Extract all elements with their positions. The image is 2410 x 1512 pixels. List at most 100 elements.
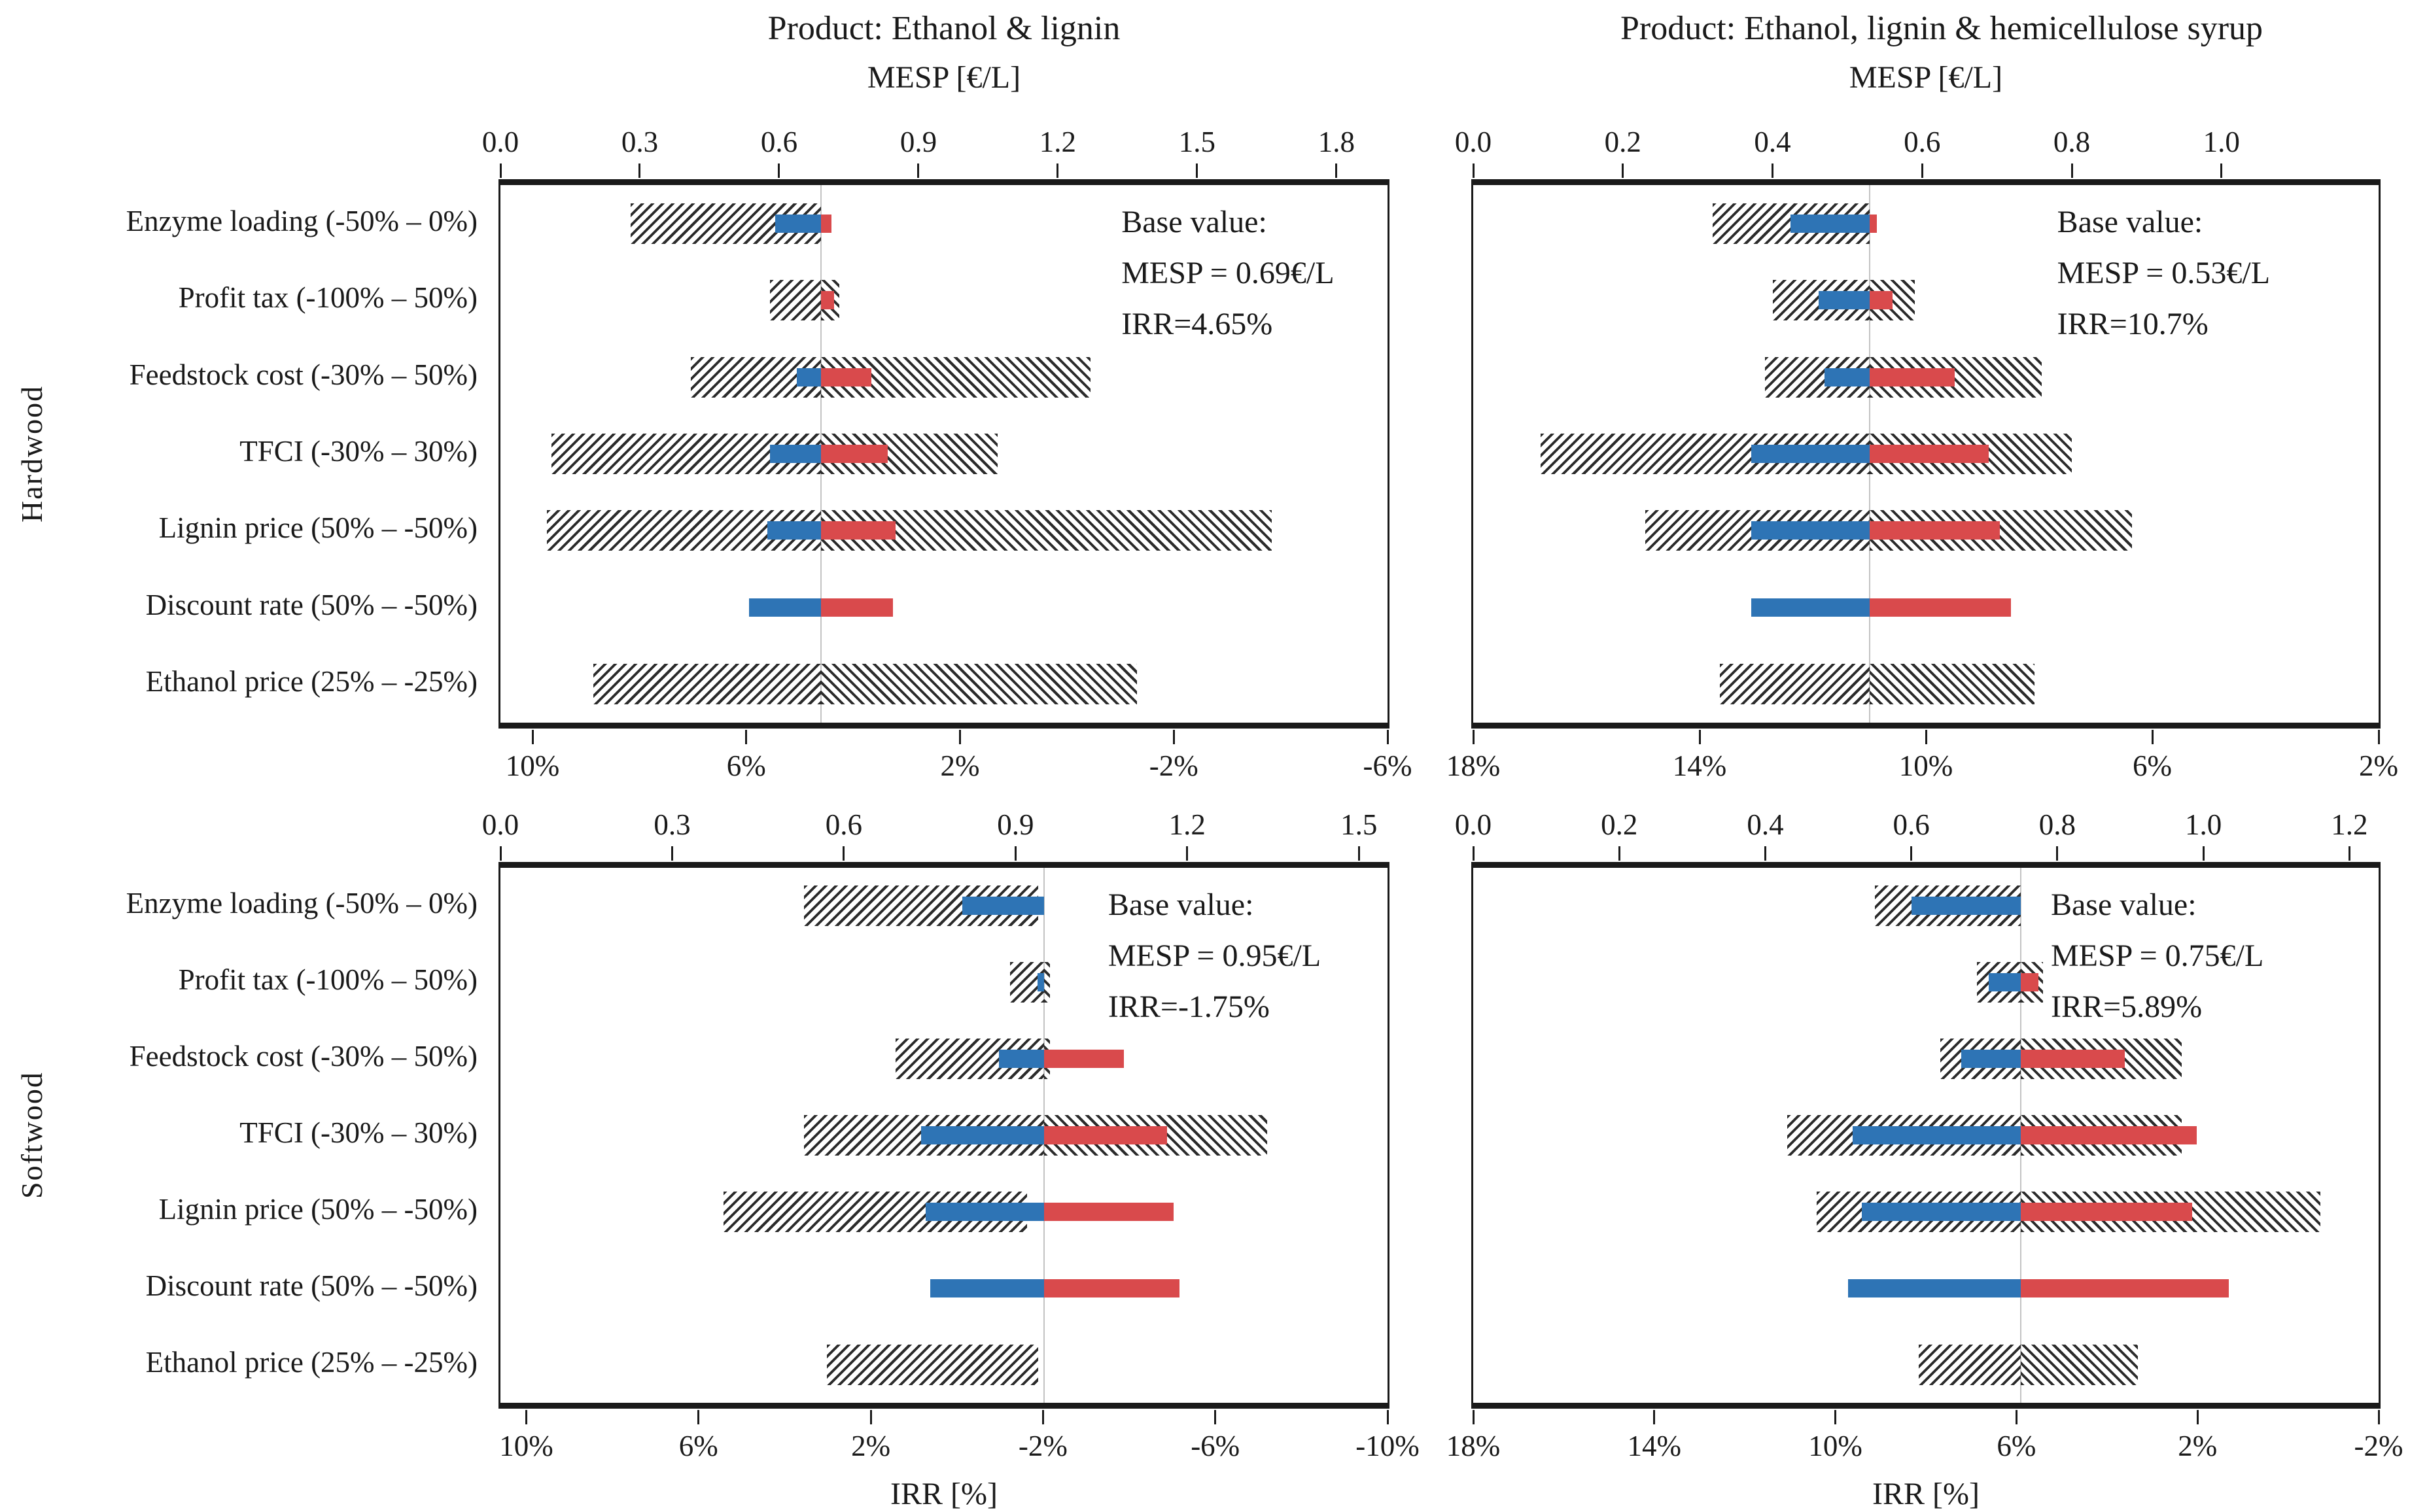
base-value-annotation-line: Base value:: [2057, 205, 2203, 239]
irr-tick-label: 6%: [726, 749, 766, 782]
mesp-tick: [1196, 163, 1198, 178]
mesp-tick: [638, 163, 641, 178]
mesp-tick: [499, 846, 502, 861]
irr-decrease-bar: [1870, 291, 1893, 310]
irr-axis-line: [1471, 1403, 2381, 1409]
mesp-tick: [1618, 846, 1620, 861]
plot-left-border: [498, 185, 500, 723]
mesp-tick: [1921, 163, 1923, 178]
irr-axis-title: IRR [%]: [890, 1477, 998, 1511]
base-value-annotation: Base value: MESP = 0.95€/L IRR=-1.75%: [1108, 880, 1321, 1033]
irr-tick: [1925, 730, 1927, 744]
irr-increase-bar: [1790, 214, 1870, 233]
irr-axis-title: IRR [%]: [1872, 1477, 1980, 1511]
base-value-annotation-line: Base value:: [1108, 887, 1254, 922]
irr-decrease-bar: [1044, 1126, 1167, 1144]
irr-tick-label: 6%: [678, 1430, 718, 1462]
plot-right-border: [1388, 185, 1389, 723]
mesp-tick: [1357, 846, 1360, 861]
irr-decrease-bar: [1044, 1279, 1180, 1297]
irr-decrease-bar: [820, 214, 832, 233]
irr-increase-bar: [1988, 973, 2021, 992]
base-value-annotation-line: IRR=-1.75%: [1108, 989, 1270, 1024]
category-label: Profit tax (-100% – 50%): [178, 281, 478, 315]
mesp-axis-title: MESP [€/L]: [1849, 60, 2003, 95]
mesp-tick-label: 0.4: [1747, 808, 1784, 841]
base-value-annotation-line: Base value:: [1121, 205, 1267, 239]
irr-increase-bar: [1751, 445, 1870, 463]
irr-tick-label: 2%: [940, 749, 980, 782]
irr-tick: [1386, 730, 1389, 744]
irr-tick-label: 10%: [1898, 749, 1953, 782]
mesp-tick: [843, 846, 845, 861]
group-label-softwood: Softwood: [15, 1071, 48, 1199]
base-value-annotation-line: MESP = 0.95€/L: [1108, 938, 1321, 973]
irr-decrease-bar: [820, 598, 894, 617]
mesp-tick: [2202, 846, 2205, 861]
mesp-tick-label: 1.2: [1039, 126, 1077, 158]
mesp-tick-label: 1.8: [1318, 126, 1355, 158]
irr-tick: [1834, 1410, 1837, 1424]
irr-tick: [1041, 1410, 1044, 1424]
irr-tick-label: -2%: [1149, 749, 1198, 782]
irr-tick-label: 2%: [851, 1430, 891, 1462]
irr-increase-bar: [1751, 598, 1870, 617]
plot-right-border: [1388, 868, 1389, 1403]
irr-tick: [869, 1410, 872, 1424]
mesp-increase-hatch-bar: [1870, 664, 2035, 705]
mesp-tick: [1772, 163, 1774, 178]
mesp-tick: [778, 163, 780, 178]
mesp-increase-hatch-bar: [1044, 962, 1050, 1003]
mesp-increase-hatch-bar: [820, 664, 1137, 705]
mesp-tick-label: 0.2: [1601, 808, 1638, 841]
irr-tick: [697, 1410, 700, 1424]
irr-tick: [2151, 730, 2154, 744]
mesp-tick-label: 0.8: [2053, 126, 2091, 158]
irr-tick: [1386, 1410, 1389, 1424]
irr-tick: [2015, 1410, 2017, 1424]
base-value-annotation: Base value: MESP = 0.53€/L IRR=10.7%: [2057, 197, 2270, 350]
mesp-tick: [499, 163, 502, 178]
plot-left-border: [498, 868, 500, 1403]
irr-decrease-bar: [820, 368, 872, 387]
mesp-decrease-hatch-bar: [769, 280, 821, 321]
irr-tick-label: 10%: [499, 1430, 553, 1462]
mesp-tick-label: 0.0: [481, 808, 519, 841]
irr-tick: [1472, 730, 1475, 744]
irr-axis-line: [498, 723, 1389, 729]
plot-right-border: [2379, 868, 2381, 1403]
irr-decrease-bar: [2021, 1050, 2125, 1069]
chart-hardwood-ethanol-lignin: 0.0 0.3 0.6 0.9 1.2 1.5 1.8 MESP [€/L] 10% 6% 2% -2…: [126, 60, 1412, 782]
mesp-tick: [1472, 846, 1475, 861]
mesp-tick: [1910, 846, 1913, 861]
chart-softwood-ethanol-lignin-hemicellulose-syrup: 0.0 0.2 0.4 0.6 0.8 1.0 1.2 18% 14% 10% 6% 2% -2% IRR…: [1446, 808, 2403, 1511]
irr-tick: [1472, 1410, 1475, 1424]
irr-tick: [1172, 730, 1175, 744]
mesp-tick-label: 0.8: [2038, 808, 2076, 841]
irr-tick: [531, 730, 534, 744]
irr-increase-bar: [1038, 973, 1045, 992]
mesp-tick-label: 0.9: [997, 808, 1034, 841]
irr-decrease-bar: [1870, 445, 1989, 463]
mesp-tick-label: 0.0: [1454, 126, 1492, 158]
irr-tick-label: -6%: [1363, 749, 1412, 782]
mesp-decrease-hatch-bar: [1720, 664, 1870, 705]
mesp-decrease-hatch-bar: [593, 664, 821, 705]
chart-title-ethanol-lignin-hemicellulose-syrup: Product: Ethanol, lignin & hemicellulose…: [1620, 10, 2263, 47]
category-label: TFCI (-30% – 30%): [239, 1116, 478, 1149]
mesp-tick-label: 0.6: [1904, 126, 1941, 158]
irr-decrease-bar: [2021, 1126, 2197, 1144]
mesp-tick: [1186, 846, 1189, 861]
mesp-tick-label: 0.9: [899, 126, 937, 158]
plot-left-border: [1471, 868, 1473, 1403]
mesp-tick-label: 0.3: [621, 126, 659, 158]
mesp-decrease-hatch-bar: [826, 1344, 1039, 1385]
base-value-annotation: Base value: MESP = 0.69€/L IRR=4.65%: [1121, 197, 1334, 350]
category-label: Ethanol price (25% – -25%): [145, 1345, 478, 1379]
chart-hardwood-ethanol-lignin-hemicellulose-syrup: 0.0 0.2 0.4 0.6 0.8 1.0 MESP [€/L] 18% 14% 10% 6% 2…: [1446, 60, 2398, 782]
category-label: Discount rate (50% – -50%): [145, 588, 478, 621]
chart-softwood-ethanol-lignin: 0.0 0.3 0.6 0.9 1.2 1.5 10% 6% 2% -2% -6% -10% IRR […: [126, 808, 1420, 1511]
category-label: Lignin price (50% – -50%): [158, 511, 478, 545]
mesp-tick: [917, 163, 920, 178]
